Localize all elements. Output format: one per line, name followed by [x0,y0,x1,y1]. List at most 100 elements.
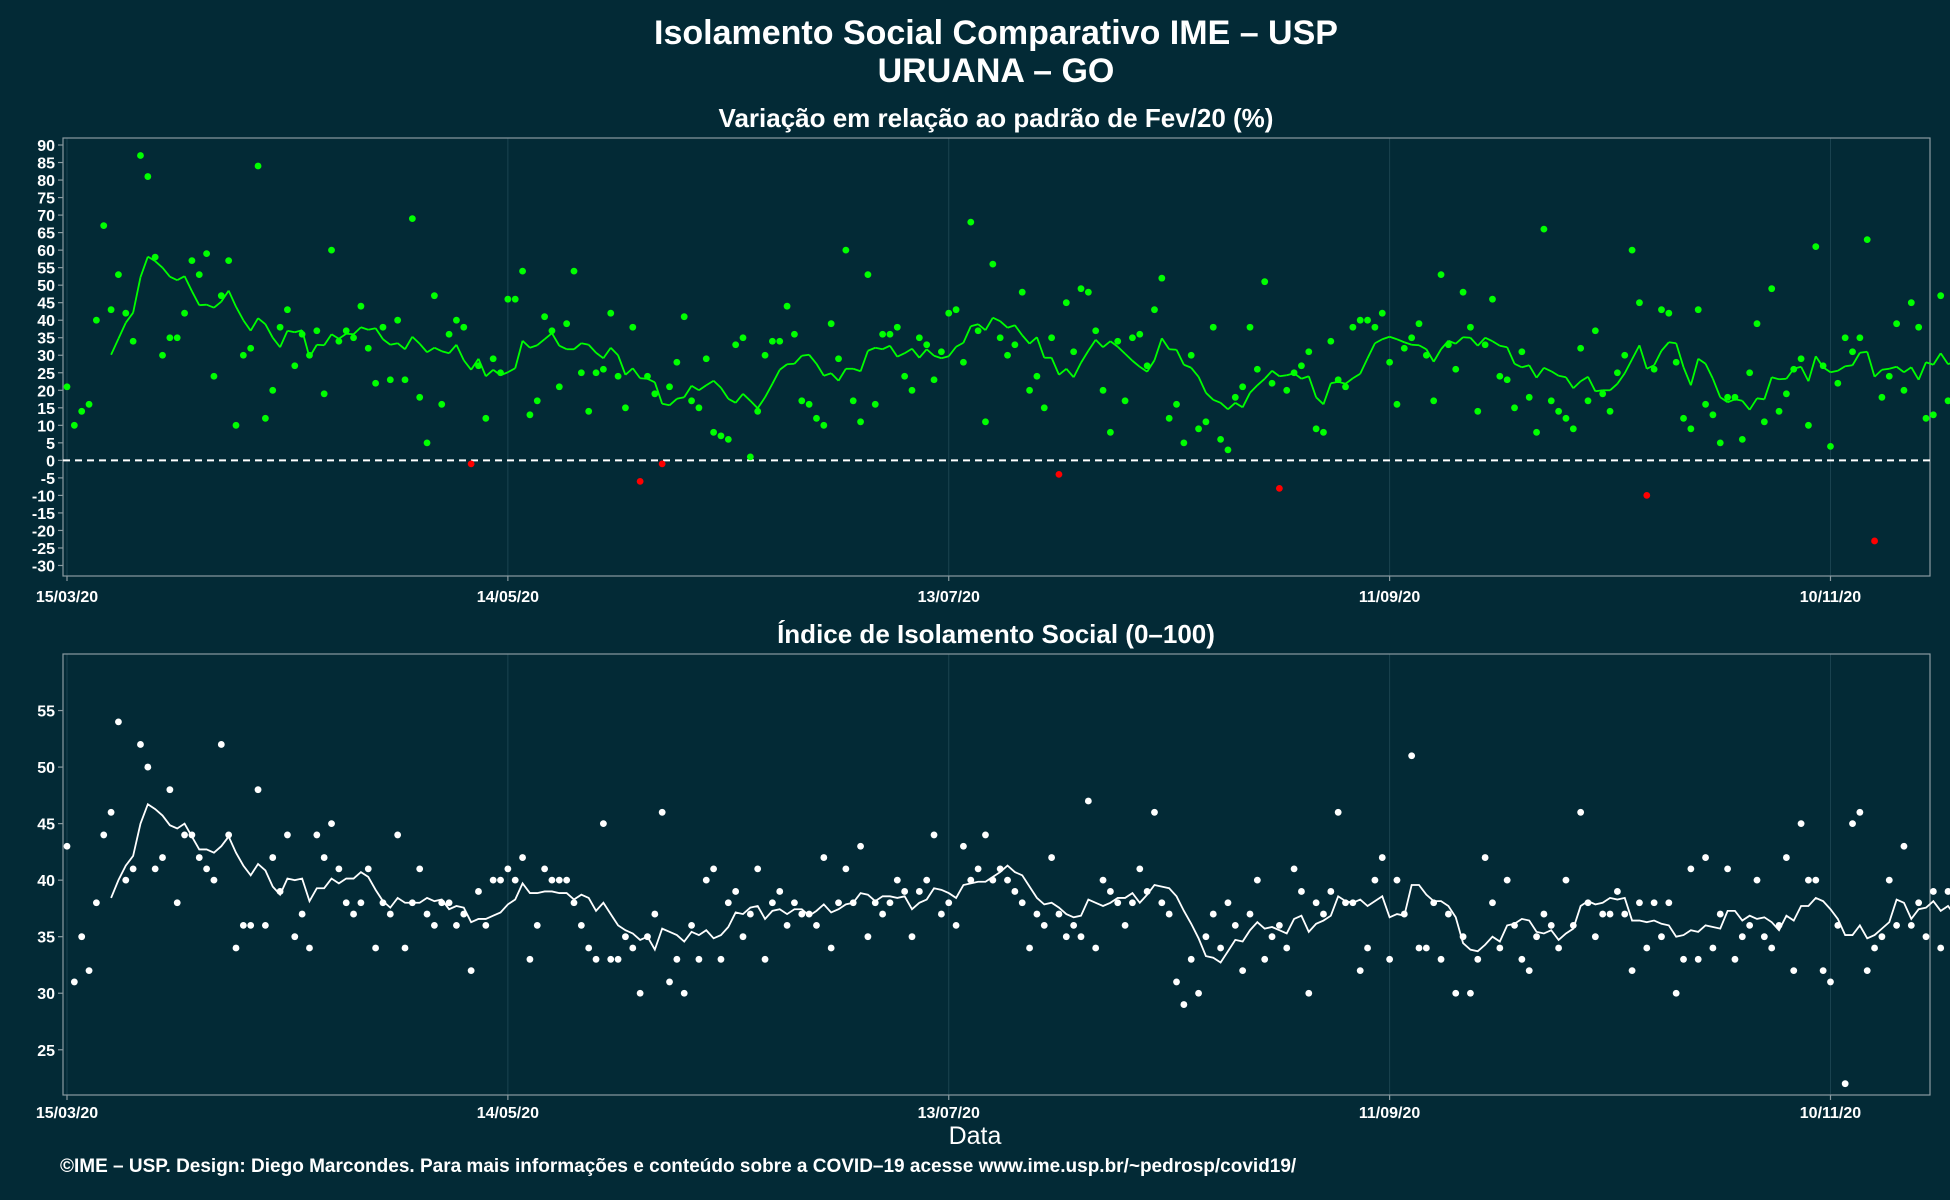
data-point [78,407,86,415]
data-point [710,865,718,873]
data-point [1253,876,1261,884]
moving-average-segment [1741,400,1751,411]
data-point [1371,876,1379,884]
y-tick-label: 65 [37,226,55,243]
data-point [430,921,438,929]
data-point [63,842,71,850]
moving-average-segment [1256,378,1266,386]
data-point [401,944,409,952]
y-tick-label: -30 [32,558,55,575]
moving-average-segment [1587,376,1597,392]
data-point [1290,369,1298,377]
moving-average-segment [1344,377,1354,385]
data-point [1768,285,1776,293]
data-point [1187,955,1195,963]
data-point [1283,386,1291,394]
data-point [835,899,842,907]
data-point [1114,899,1122,907]
moving-average-segment [1117,346,1126,355]
data-point [159,854,166,861]
data-point [1195,425,1202,433]
y-tick-label: -5 [41,471,55,488]
data-point [1547,921,1555,929]
data-point [1165,414,1173,422]
data-point [467,967,475,975]
data-point [342,899,350,907]
data-point [1415,320,1423,328]
data-point [768,337,776,345]
moving-average-segment [1514,362,1523,369]
data-point [614,372,622,380]
data-point [1026,944,1033,952]
data-point [1011,341,1019,349]
data-point [813,414,820,422]
data-point [555,876,563,884]
data-point [107,808,115,816]
data-point [1158,274,1166,282]
data-point [1849,348,1856,356]
data-point [115,271,122,279]
data-point [1305,989,1313,997]
x-tick-label: 10/11/20 [1800,589,1862,606]
moving-average-segment [382,338,391,346]
y-tick-label: 40 [37,313,55,330]
moving-average-segment [904,347,913,355]
data-point [269,386,277,394]
y-tick-label: -10 [32,488,55,505]
y-tick-label: 25 [37,366,55,383]
moving-average-segment [1535,367,1545,379]
data-point [1650,899,1658,907]
y-tick-label: 50 [37,278,55,295]
data-point [144,763,152,771]
data-point [1900,842,1908,850]
x-tick-label: 11/09/20 [1359,1105,1421,1122]
moving-average-segment [984,317,994,331]
data-point [989,876,997,884]
moving-average-segment [933,354,942,360]
data-point [849,397,857,405]
data-point [1591,327,1599,335]
data-point [1562,876,1570,884]
data-point [1070,921,1078,929]
moving-average-segment [338,332,347,340]
moving-average-segment [1028,336,1038,345]
y-tick-label: 35 [37,331,55,348]
moving-average-segment [1675,342,1685,368]
data-point [754,865,762,873]
moving-average-segment [977,323,987,331]
data-point [732,888,740,895]
data-point [577,369,585,377]
data-point [849,899,857,907]
data-point [1334,808,1342,816]
panel2-title: Índice de Isolamento Social (0–100) [777,619,1215,649]
moving-average-segment [470,358,480,371]
data-point [497,369,504,377]
x-tick-label: 14/05/20 [477,589,539,606]
data-point [1937,944,1945,952]
moving-average-segment [1307,375,1317,398]
data-point [1151,808,1158,816]
data-point [754,407,762,415]
data-point [1929,888,1937,895]
data-point [1856,808,1864,816]
data-point [1584,397,1592,405]
moving-average-segment [896,352,906,358]
data-point [159,351,166,359]
data-point [1342,383,1349,391]
data-point [1364,316,1371,324]
moving-average-segment [507,367,516,374]
y-tick-label: 30 [37,348,55,365]
data-point [107,306,115,314]
moving-average-segment [1903,366,1912,374]
data-point [1275,921,1283,929]
moving-average-segment [1227,402,1236,410]
data-point [1474,407,1482,415]
data-point [1613,369,1621,377]
moving-average-segment [1220,402,1229,410]
data-point [247,344,255,352]
data-point [1643,944,1651,952]
data-point [901,888,909,895]
data-point [1422,944,1430,952]
data-point [1356,316,1364,324]
data-point [1533,428,1540,436]
